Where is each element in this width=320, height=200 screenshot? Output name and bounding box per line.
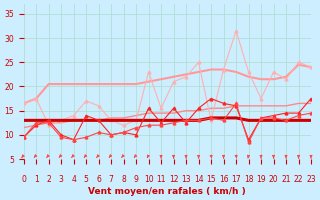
X-axis label: Vent moyen/en rafales ( km/h ): Vent moyen/en rafales ( km/h ) [88,187,246,196]
